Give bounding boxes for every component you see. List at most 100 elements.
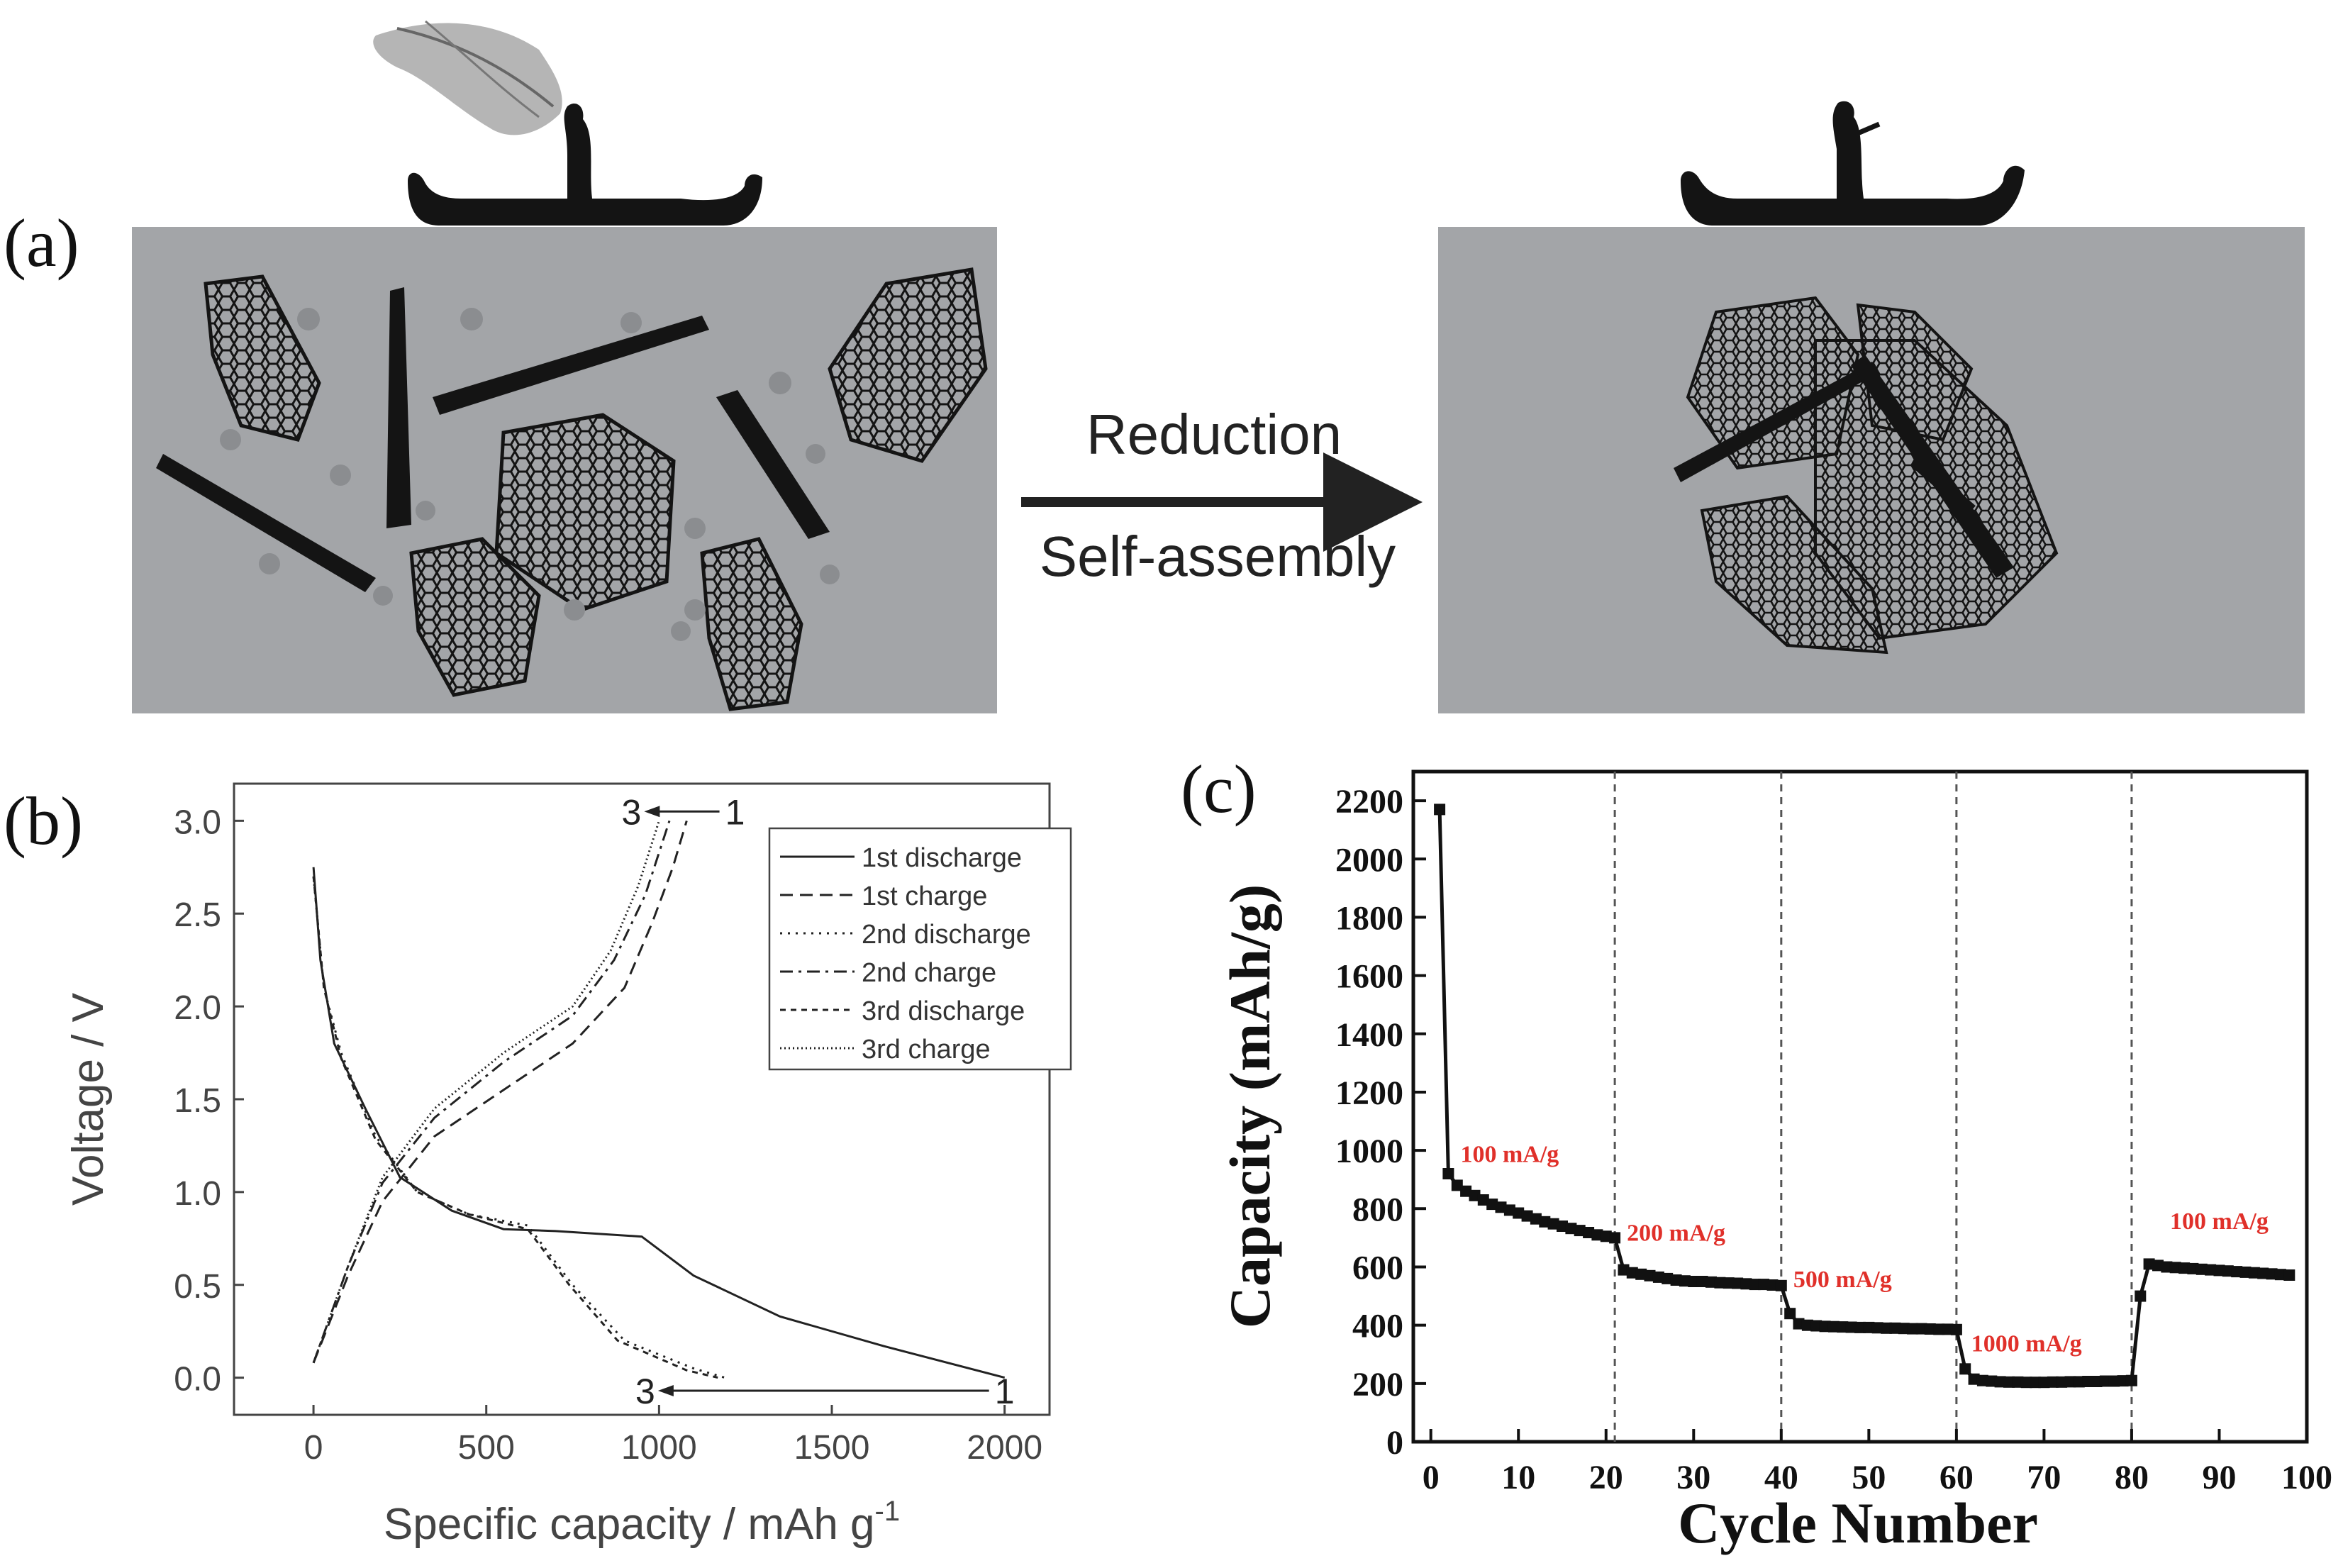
chart-b-y-axis: 0.0 0.5 1.0 1.5 2.0 2.5 3.0 <box>174 804 244 1399</box>
capacity-point <box>1976 1374 1988 1386</box>
capacity-point <box>2047 1376 2059 1388</box>
capacity-point <box>2135 1290 2147 1302</box>
capacity-point <box>1513 1207 1525 1219</box>
reduction-label: Reduction <box>1086 403 1342 466</box>
chart-c-x-axis: 0 10 20 30 40 50 60 70 80 90 100 <box>1423 1429 2332 1496</box>
capacity-point <box>2205 1264 2217 1276</box>
capacity-point <box>1539 1216 1551 1228</box>
capacity-point <box>2161 1261 2173 1273</box>
x-tick-label: 60 <box>1939 1459 1974 1496</box>
chart-c-rate-dividers <box>1613 772 2133 1442</box>
x-tick-label: 500 <box>458 1429 515 1467</box>
capacity-point <box>2283 1269 2295 1281</box>
legend-entry-2: 1st charge <box>862 882 987 911</box>
panel-b: (b) 0.0 0.5 1.0 1.5 2.0 2.5 3.0 0 500 1000 1500 20… <box>4 782 1072 1549</box>
capacity-point <box>1495 1201 1507 1213</box>
rate-label: 100 mA/g <box>2170 1208 2269 1235</box>
assembled-graphene-composite <box>1674 296 2059 655</box>
y-tick-label: 1200 <box>1335 1074 1403 1112</box>
rate-label: 100 mA/g <box>1460 1142 1559 1168</box>
y-tick-label: 1600 <box>1335 958 1403 996</box>
legend-entry-5: 3rd discharge <box>862 996 1025 1026</box>
chart-c-y-axis: 0 200 400 600 800 1000 1200 1400 1600 1800 2000 220… <box>1335 783 1426 1462</box>
x-tick-label: 1000 <box>621 1429 697 1467</box>
rate-label: 200 mA/g <box>1627 1221 1725 1247</box>
capacity-point <box>1644 1269 1656 1281</box>
capacity-point <box>1662 1272 1674 1284</box>
x-tick-label: 80 <box>2115 1459 2149 1496</box>
capacity-point <box>2064 1376 2076 1388</box>
x-tick-label: 0 <box>1423 1459 1440 1496</box>
capacity-series-line <box>1437 809 2290 1384</box>
capacity-point <box>1469 1189 1481 1201</box>
panel-a: (a) <box>4 20 2305 713</box>
capacity-point <box>1915 1323 1927 1335</box>
annotation-start-label: 1 <box>995 1372 1015 1411</box>
chart-c-plot-area <box>1411 769 2309 1444</box>
chart-c-y-axis-label: Capacity (mAh/g) <box>1218 884 1282 1328</box>
annotation-arrowhead <box>657 1384 674 1396</box>
x-tick-label: 1500 <box>794 1429 870 1467</box>
boat-fisher-illustration <box>1681 101 2025 226</box>
capacity-point <box>1618 1264 1630 1276</box>
capacity-point <box>1942 1323 1954 1335</box>
capacity-point <box>1609 1232 1621 1244</box>
capacity-point <box>1723 1277 1735 1289</box>
y-tick-label: 400 <box>1352 1308 1403 1345</box>
y-tick-label: 0.5 <box>174 1268 221 1306</box>
capacity-point <box>2152 1260 2164 1272</box>
capacity-point <box>1871 1322 1883 1334</box>
capacity-point <box>1837 1321 1849 1333</box>
capacity-point <box>1477 1194 1489 1206</box>
capacity-point <box>1986 1375 1998 1387</box>
annotation-end-label: 3 <box>635 1372 655 1411</box>
panel-a-label: (a) <box>4 205 79 281</box>
capacity-point <box>1451 1179 1463 1191</box>
y-tick-label: 200 <box>1352 1366 1403 1403</box>
y-tick-label: 0.0 <box>174 1361 221 1399</box>
y-tick-label: 3.0 <box>174 804 221 841</box>
capacity-point <box>2038 1377 2050 1389</box>
series-line-6 <box>312 820 660 1364</box>
capacity-point <box>1714 1277 1726 1289</box>
capacity-point <box>1994 1376 2006 1388</box>
capacity-point <box>1574 1225 1586 1237</box>
series-line-3 <box>312 876 725 1379</box>
capacity-point <box>2231 1266 2243 1278</box>
capacity-point <box>1863 1321 1875 1333</box>
capacity-point <box>1845 1321 1857 1333</box>
capacity-point <box>1705 1276 1717 1288</box>
panel-c-label: (c) <box>1181 751 1257 827</box>
capacity-point <box>1959 1363 1971 1375</box>
chart-b-legend: 1st discharge 1st charge 2nd discharge 2nd … <box>768 827 1072 1071</box>
y-tick-label: 1000 <box>1335 1133 1403 1170</box>
capacity-point <box>1521 1210 1533 1222</box>
capacity-point <box>2125 1374 2137 1386</box>
capacity-point <box>2178 1262 2191 1274</box>
capacity-point <box>1460 1185 1472 1197</box>
capacity-point <box>1652 1271 1664 1283</box>
capacity-point <box>1530 1213 1542 1225</box>
x-tick-label: 30 <box>1676 1459 1710 1496</box>
capacity-point <box>2030 1377 2042 1389</box>
capacity-point <box>1933 1323 1945 1335</box>
y-tick-label: 1800 <box>1335 899 1403 937</box>
capacity-point <box>2266 1268 2278 1280</box>
capacity-point <box>2213 1264 2225 1277</box>
x-tick-label: 90 <box>2202 1459 2236 1496</box>
y-tick-label: 2.5 <box>174 896 221 934</box>
capacity-point <box>2169 1262 2181 1274</box>
capacity-point <box>2091 1376 2103 1387</box>
series-line-5 <box>312 876 718 1379</box>
legend-entry-6: 3rd charge <box>862 1035 991 1064</box>
capacity-point <box>1600 1230 1612 1242</box>
panel-b-label: (b) <box>4 783 83 859</box>
capacity-point <box>1732 1277 1744 1289</box>
capacity-point <box>2108 1375 2120 1387</box>
capacity-point <box>1758 1279 1770 1291</box>
capacity-point <box>2020 1377 2032 1389</box>
x-tick-label: 50 <box>1852 1459 1886 1496</box>
y-tick-label: 2.0 <box>174 989 221 1027</box>
graphene-rods-edge-view <box>156 287 830 592</box>
